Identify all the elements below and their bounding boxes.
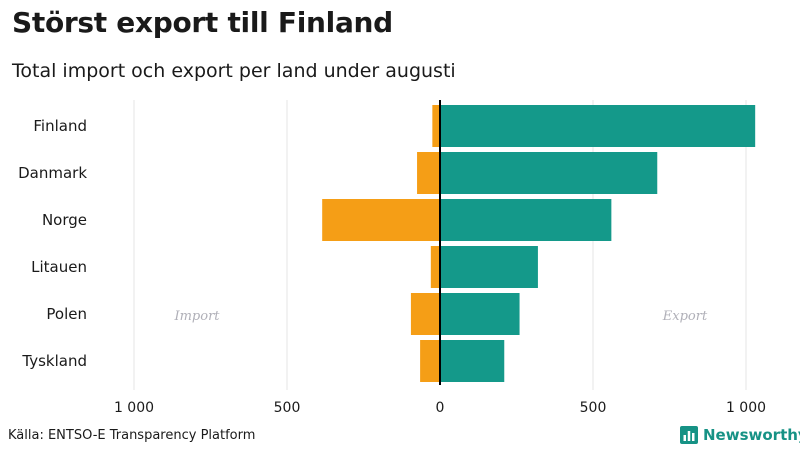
import-bar [322, 199, 440, 241]
import-bar [417, 152, 440, 194]
export-bar [440, 293, 520, 335]
grid-lines [133, 100, 747, 390]
category-labels: Finland Danmark Norge Litauen Polen Tyskland [18, 117, 87, 370]
bar-chart-icon [680, 426, 698, 444]
source-note: Källa: ENTSO-E Transparency Platform [8, 428, 256, 443]
category-label: Litauen [31, 258, 87, 276]
x-tick-label: 0 [436, 400, 445, 416]
x-tick-label: 1 000 [726, 400, 766, 416]
category-label: Norge [42, 211, 87, 229]
x-axis-ticks: 1 000 500 0 500 1 000 [114, 400, 766, 416]
export-bar [440, 152, 658, 194]
category-label: Tyskland [21, 352, 87, 370]
category-label: Polen [46, 305, 87, 323]
export-bar [440, 199, 612, 241]
import-side-label: Import [173, 309, 220, 324]
x-tick-label: 500 [274, 400, 301, 416]
category-label: Finland [33, 117, 87, 135]
diverging-bar-chart: FinlandDanmarkNorgeLitauenPolenTyskland … [18, 100, 766, 416]
import-bar [432, 105, 440, 147]
category-label: Danmark [18, 164, 87, 182]
bars [322, 105, 756, 382]
import-bar [430, 246, 440, 288]
side-labels: Import Export [173, 309, 708, 324]
brand-name: Newsworthy [703, 426, 800, 444]
chart-subtitle: Total import och export per land under a… [12, 60, 456, 82]
x-tick-label: 1 000 [114, 400, 154, 416]
export-bar [440, 340, 505, 382]
import-bar [410, 293, 440, 335]
x-tick-label: 500 [580, 400, 607, 416]
import-bar [420, 340, 440, 382]
brand-logo: Newsworthy [680, 426, 800, 444]
export-side-label: Export [662, 309, 708, 324]
export-bar [440, 246, 538, 288]
chart-title: Störst export till Finland [12, 6, 393, 39]
export-bar [440, 105, 756, 147]
